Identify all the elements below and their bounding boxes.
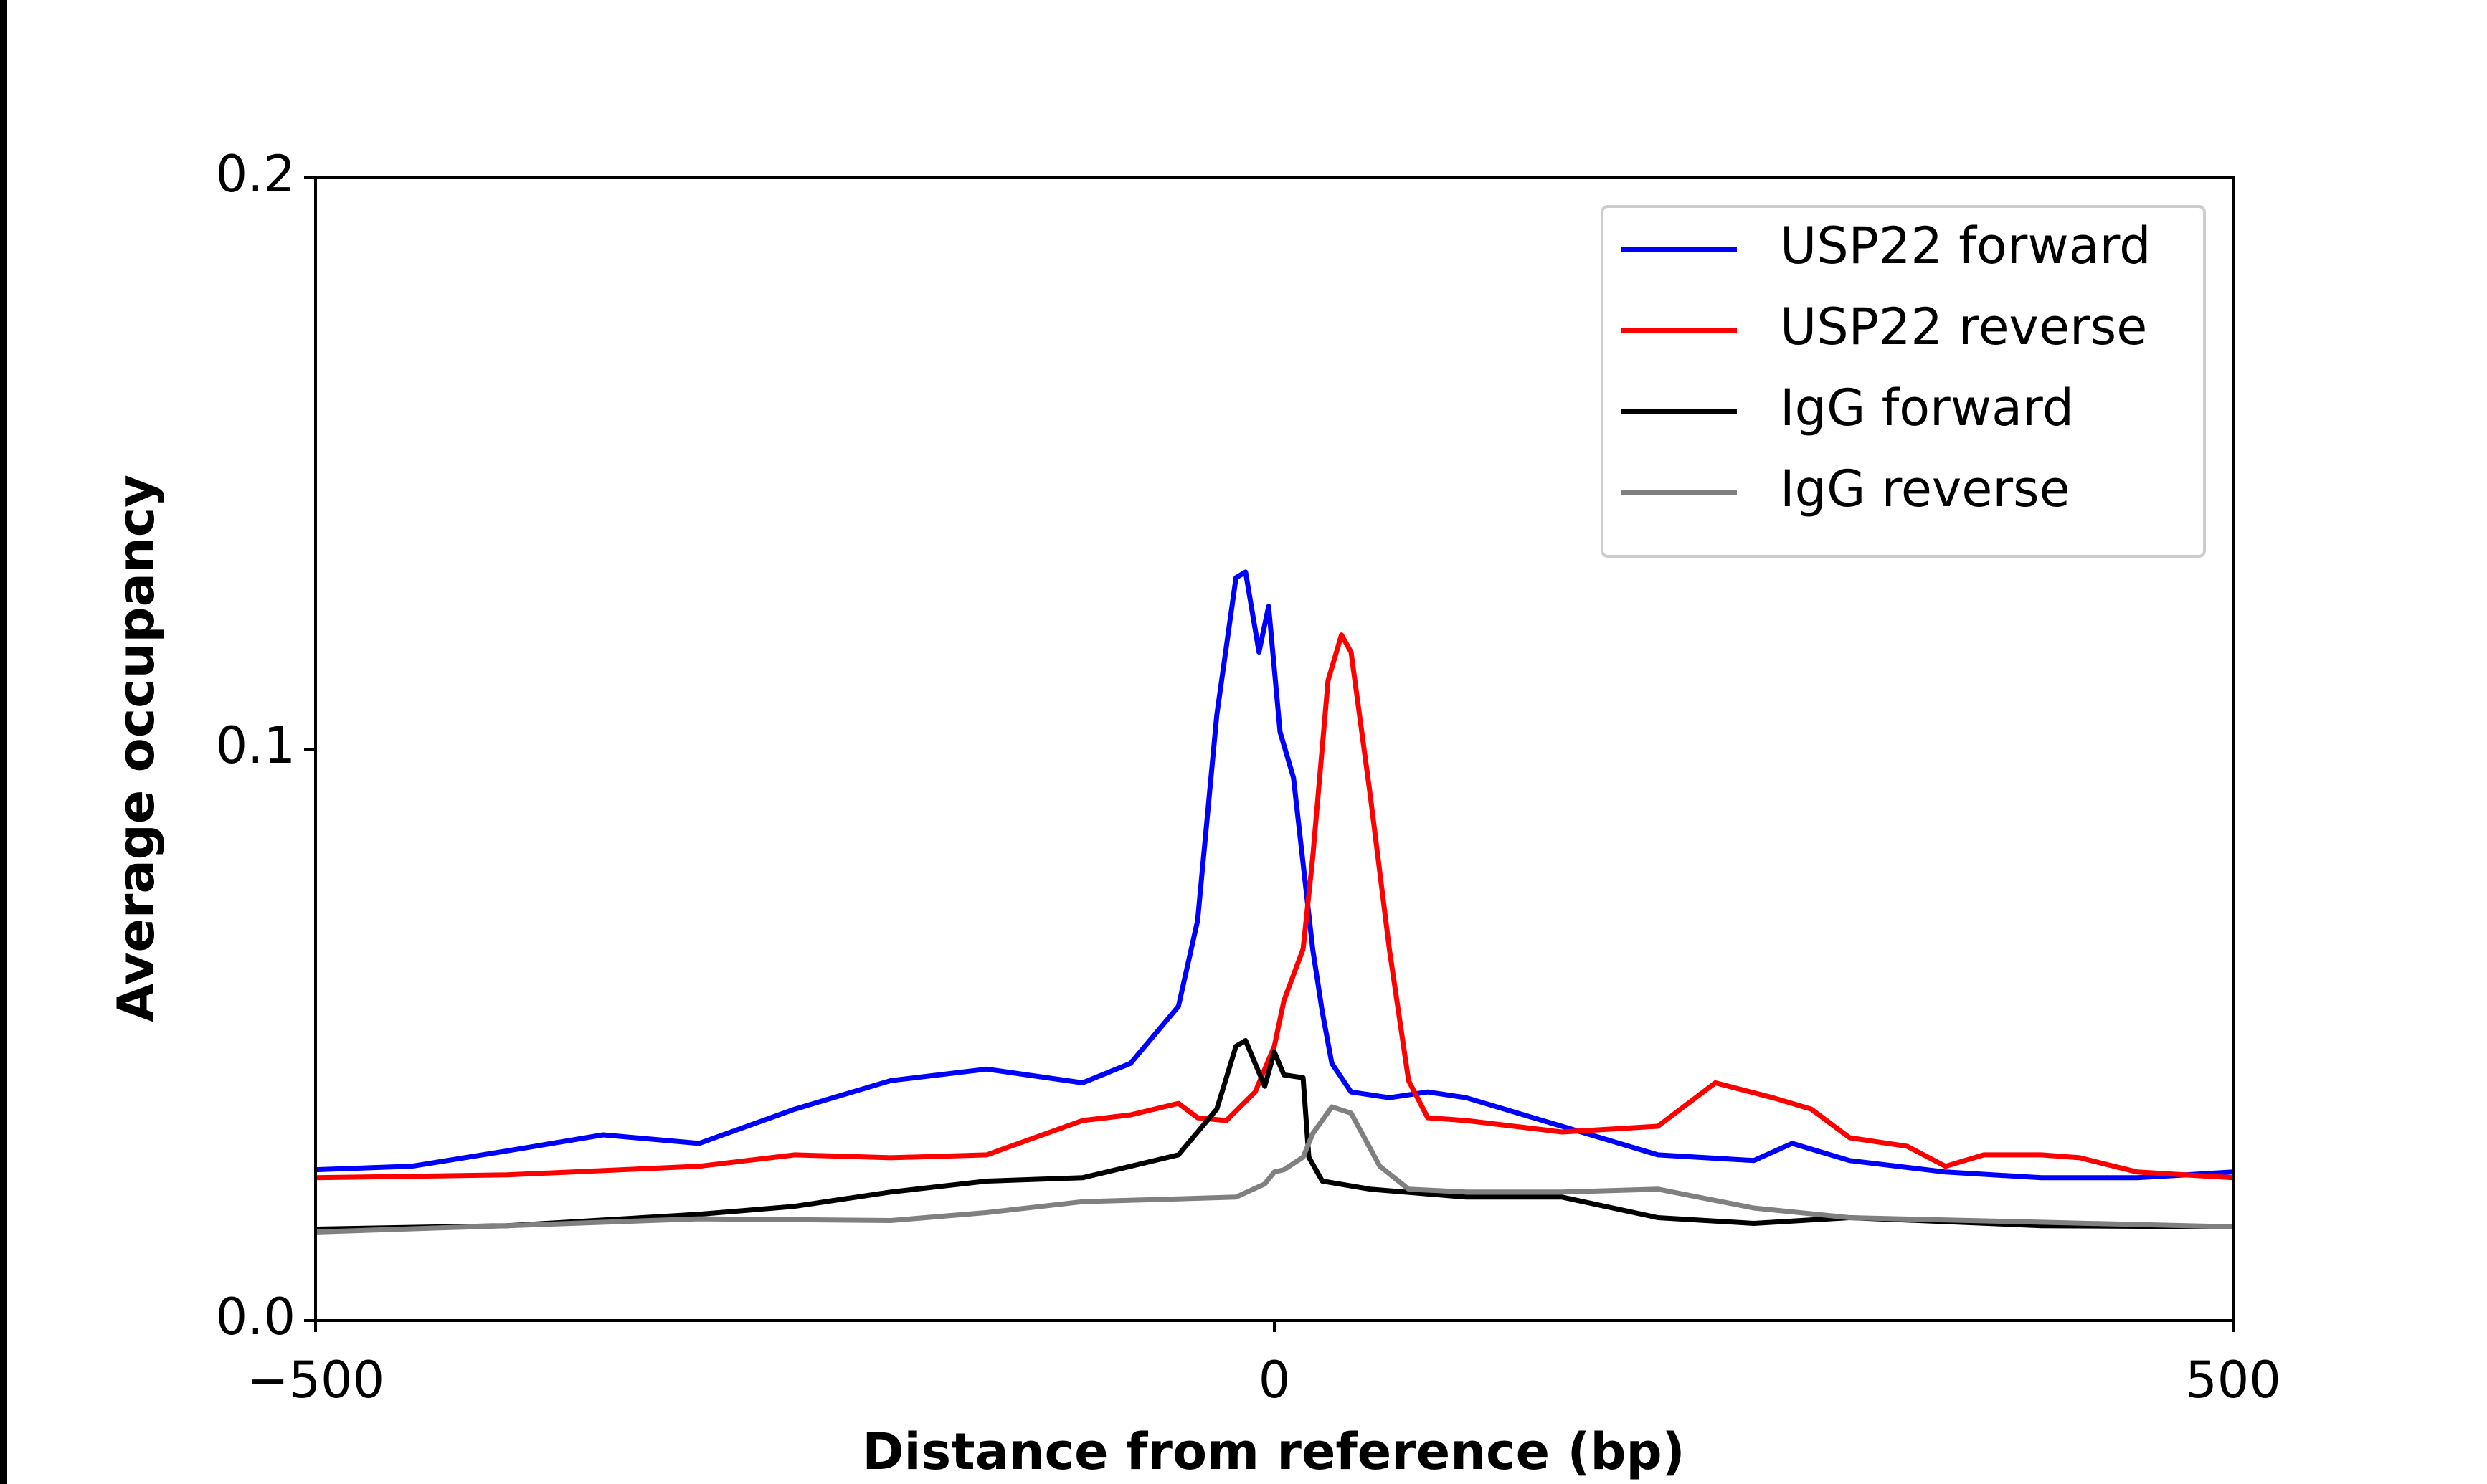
data-line: [315, 1038, 2234, 1232]
y-tick-label: 0.2: [216, 145, 295, 204]
y-axis-label: Average occupancy: [107, 475, 166, 1022]
legend-label: IgG reverse: [1780, 460, 2070, 518]
y-tick-label: 0.1: [216, 716, 295, 775]
data-line: [315, 1104, 2234, 1235]
plot-frame: [314, 176, 2235, 1322]
data-line: [315, 569, 2234, 1181]
x-tick-label: 0: [1259, 1351, 1291, 1409]
x-tick-label: 500: [2185, 1351, 2281, 1409]
x-tick-label: −500: [247, 1351, 384, 1409]
left-edge: [0, 0, 7, 1484]
x-axis-label: Distance from reference (bp): [862, 1422, 1685, 1481]
legend-box: [1601, 205, 2206, 558]
legend-label: USP22 forward: [1780, 217, 2151, 275]
y-tick-label: 0.0: [216, 1288, 295, 1346]
legend-label: USP22 reverse: [1780, 298, 2147, 356]
legend-label: IgG forward: [1780, 379, 2074, 437]
data-line: [315, 632, 2234, 1181]
